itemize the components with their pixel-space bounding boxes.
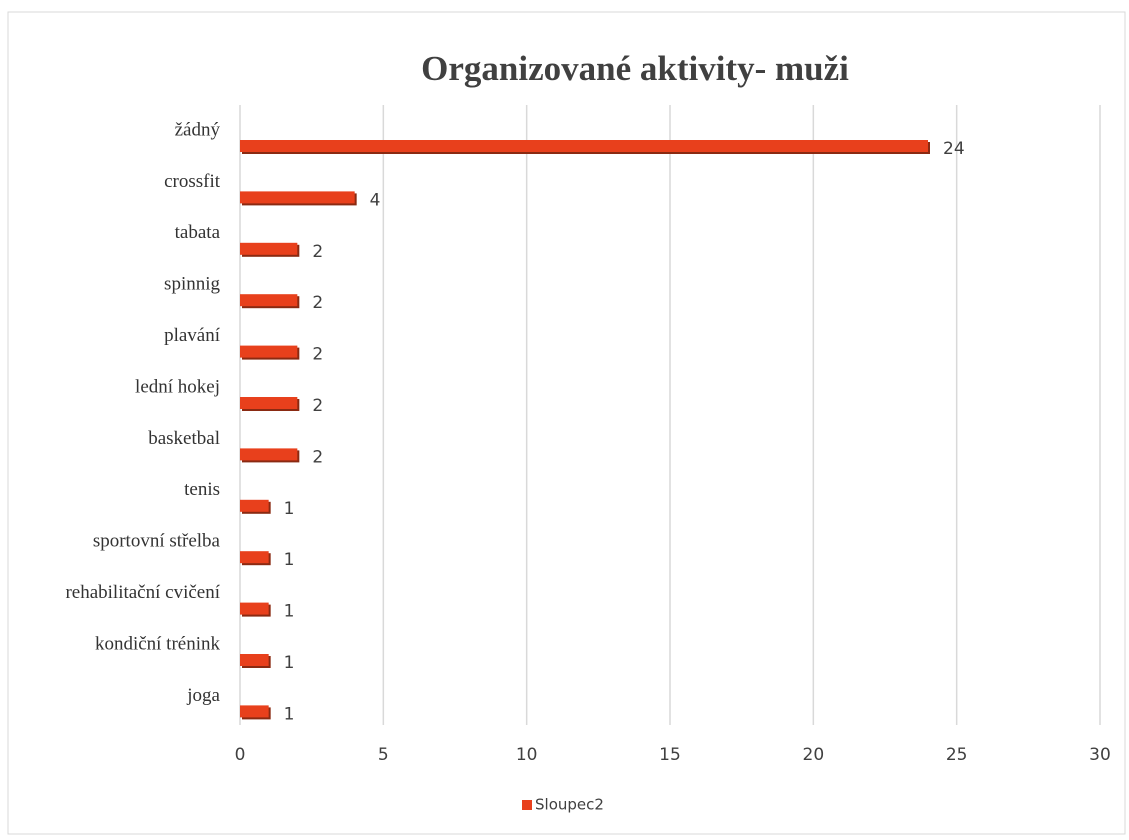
- bar: [240, 345, 298, 358]
- y-tick-label: tabata: [175, 222, 221, 243]
- bar: [240, 242, 298, 255]
- bar: [240, 191, 355, 204]
- y-tick-label: plavání: [164, 325, 221, 346]
- y-tick-label: lední hokej: [135, 376, 220, 397]
- legend-label: Sloupec2: [535, 796, 604, 814]
- data-label: 1: [284, 499, 295, 519]
- data-label: 2: [312, 242, 323, 262]
- x-tick-label: 0: [235, 745, 246, 765]
- data-label: 2: [312, 293, 323, 313]
- bar: [240, 397, 298, 409]
- data-label: 2: [312, 345, 323, 365]
- x-tick-label: 20: [803, 745, 825, 765]
- y-tick-label: tenis: [184, 479, 220, 500]
- y-tick-label: joga: [186, 685, 220, 706]
- y-tick-label: rehabilitační cvičení: [65, 582, 220, 603]
- bar: [240, 551, 269, 564]
- bar: [240, 602, 269, 615]
- data-label: 2: [312, 447, 323, 467]
- bar: [240, 294, 298, 307]
- y-tick-label: spinnig: [164, 274, 220, 295]
- bar: [240, 499, 269, 512]
- x-tick-label: 10: [516, 745, 538, 765]
- y-tick-label: žádný: [175, 119, 221, 140]
- x-tick-label: 5: [378, 745, 389, 765]
- data-label: 4: [370, 190, 381, 210]
- data-label: 1: [284, 704, 295, 724]
- bar: [240, 140, 928, 152]
- y-tick-label: basketbal: [148, 428, 220, 449]
- data-label: 24: [943, 139, 965, 159]
- data-label: 1: [284, 550, 295, 570]
- data-label: 1: [284, 602, 295, 622]
- data-label: 2: [312, 396, 323, 416]
- bar: [240, 448, 298, 461]
- x-tick-label: 15: [659, 745, 681, 765]
- y-tick-label: crossfit: [164, 171, 221, 192]
- bar: [240, 654, 269, 666]
- y-tick-label: kondiční trénink: [95, 633, 221, 654]
- legend-swatch: [522, 800, 532, 810]
- data-label: 1: [284, 653, 295, 673]
- chart-title: Organizované aktivity- muži: [421, 49, 849, 88]
- x-tick-label: 30: [1089, 745, 1111, 765]
- x-tick-label: 25: [946, 745, 968, 765]
- y-tick-label: sportovní střelba: [93, 531, 221, 552]
- bar: [240, 705, 269, 718]
